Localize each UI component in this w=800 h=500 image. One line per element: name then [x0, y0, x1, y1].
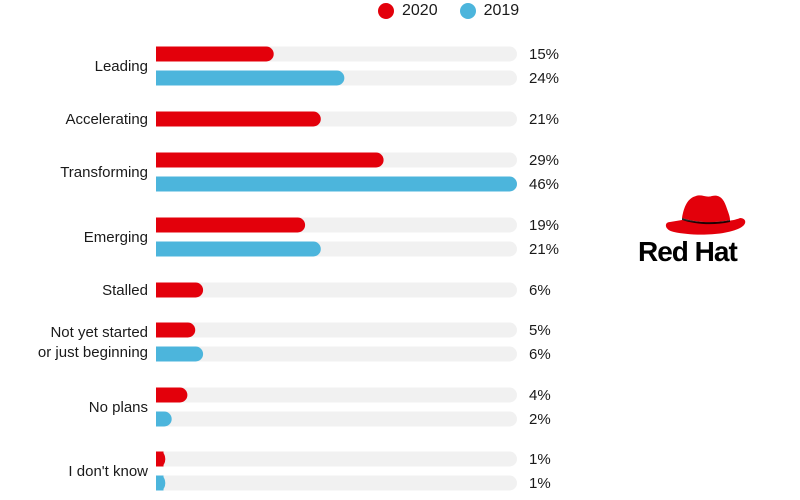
- legend-item-2020: 2020: [378, 2, 438, 20]
- value-label-2020-stalled: 6%: [529, 282, 551, 299]
- value-label-2020-emerging: 19%: [529, 217, 559, 234]
- category-label-emerging: Emerging: [84, 229, 148, 246]
- category-label-line: Accelerating: [65, 111, 148, 128]
- value-label-2020-leading: 15%: [529, 46, 559, 63]
- bar-edge: [156, 346, 164, 362]
- bar-edge: [156, 152, 164, 168]
- category-label-line: Not yet started: [50, 324, 148, 341]
- value-label-2019-leading: 24%: [529, 70, 559, 87]
- red-hat-logo: Red Hat: [636, 192, 756, 272]
- bar-edge: [156, 241, 164, 257]
- value-label-2020-no-plans: 4%: [529, 387, 551, 404]
- value-label-2020-accelerating: 21%: [529, 111, 559, 128]
- category-label-line: Leading: [95, 58, 148, 75]
- bar-track: [156, 451, 517, 467]
- bar-track: [156, 282, 517, 298]
- bar-track: [156, 387, 517, 403]
- bar-2020-no-plans: [156, 387, 188, 403]
- value-label-2019-not-yet-started-or-just-beginning: 6%: [529, 346, 551, 363]
- red-hat-icon: [665, 195, 746, 235]
- value-label-2019-no-plans: 2%: [529, 411, 551, 428]
- bar-2020-not-yet-started-or-just-beginning: [156, 322, 196, 338]
- legend-swatch-2019: [459, 3, 476, 19]
- bar-2020-transforming: [156, 152, 384, 168]
- category-label-accelerating: Accelerating: [65, 111, 148, 128]
- bar-2019-leading: [156, 70, 345, 86]
- bar-edge: [156, 70, 164, 86]
- bar-2020-emerging: [156, 217, 306, 233]
- category-label-stalled: Stalled: [102, 282, 148, 299]
- value-label-2019-i-don-t-know: 1%: [529, 475, 551, 492]
- category-label-transforming: Transforming: [60, 164, 148, 181]
- legend-item-2019: 2019: [459, 2, 520, 20]
- bar-2019-not-yet-started-or-just-beginning: [156, 346, 204, 362]
- bar-edge: [156, 46, 164, 62]
- bar-edge: [156, 111, 164, 127]
- value-label-2020-i-don-t-know: 1%: [529, 451, 551, 468]
- bar-edge: [156, 411, 164, 427]
- bar-track: [156, 346, 517, 362]
- bar-2020-accelerating: [156, 111, 321, 127]
- category-label-line: I don't know: [68, 463, 148, 480]
- bar-edge: [156, 217, 164, 233]
- bar-track: [156, 475, 517, 491]
- category-label-line: Transforming: [60, 164, 148, 181]
- bar-edge: [156, 322, 164, 338]
- bar-edge: [156, 176, 164, 192]
- bar-track: [156, 411, 517, 427]
- category-label-not-yet-started-or-just-beginning: Not yet started or just beginning: [38, 324, 148, 361]
- brand-name: Red Hat: [638, 236, 738, 267]
- legend-swatch-2020: [378, 3, 394, 19]
- legend-label-2020: 2020: [402, 2, 438, 19]
- bar-2019-emerging: [156, 241, 321, 257]
- bar-edge: [156, 475, 164, 491]
- category-label-line: No plans: [89, 399, 148, 416]
- category-label-line: Stalled: [102, 282, 148, 299]
- category-label-leading: Leading: [95, 58, 148, 75]
- category-label-no-plans: No plans: [89, 399, 148, 416]
- value-label-2020-transforming: 29%: [529, 152, 559, 169]
- value-label-2020-not-yet-started-or-just-beginning: 5%: [529, 322, 551, 339]
- category-label-line: Emerging: [84, 229, 148, 246]
- bar-2020-stalled: [156, 282, 204, 298]
- bar-edge: [156, 387, 164, 403]
- legend: 2020 2019: [378, 2, 531, 20]
- bar-2020-leading: [156, 46, 274, 62]
- value-label-2019-emerging: 21%: [529, 241, 559, 258]
- bar-track: [156, 322, 517, 338]
- value-label-2019-transforming: 46%: [529, 176, 559, 193]
- bar-edge: [156, 282, 164, 298]
- category-label-i-don-t-know: I don't know: [68, 463, 148, 480]
- category-label-line: or just beginning: [38, 344, 148, 361]
- bar-2019-transforming: [156, 176, 517, 192]
- legend-label-2019: 2019: [483, 2, 520, 19]
- bar-edge: [156, 451, 164, 467]
